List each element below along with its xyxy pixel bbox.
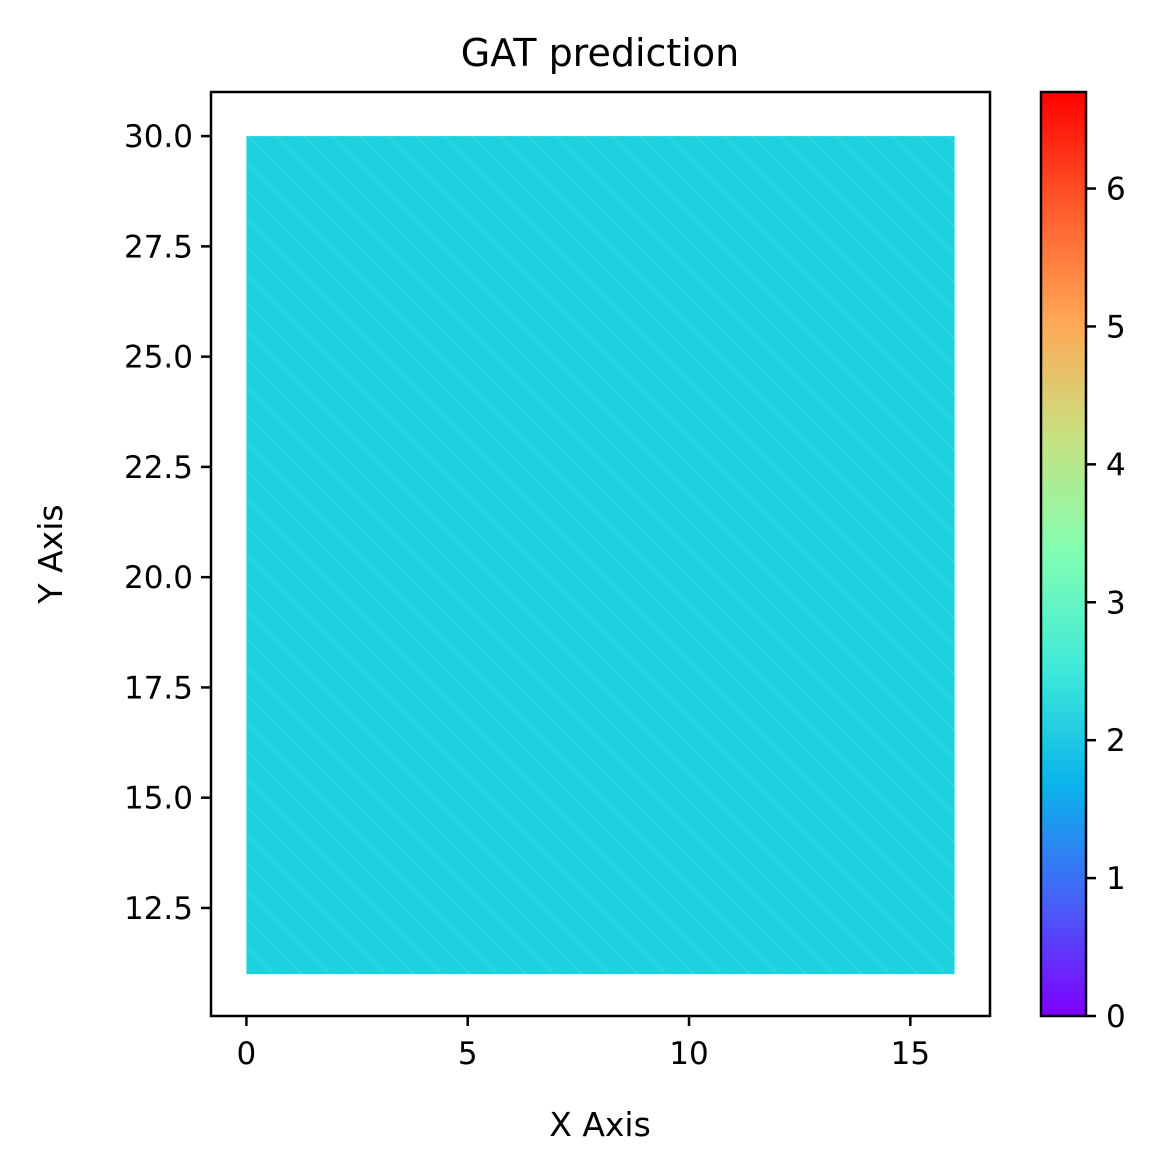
y-tick-label: 12.5 [124, 891, 193, 927]
y-tick-label: 22.5 [124, 450, 193, 486]
y-tick-label: 25.0 [124, 340, 193, 376]
colorbar-tick-label: 3 [1106, 585, 1126, 621]
x-axis-label: X Axis [549, 1105, 651, 1144]
colorbar-tick-label: 0 [1106, 999, 1126, 1035]
x-tick-label: 5 [458, 1036, 478, 1072]
y-tick-label: 17.5 [124, 670, 193, 706]
colorbar-tick-label: 4 [1106, 447, 1126, 483]
y-axis-label: Y Axis [31, 504, 70, 604]
y-tick-label: 27.5 [124, 229, 193, 265]
y-tick-label: 30.0 [124, 119, 193, 155]
colorbar-tick-label: 5 [1106, 309, 1126, 345]
colorbar [1039, 90, 1088, 1018]
colorbar-ticks: 0 1 2 3 4 5 6 [1086, 172, 1126, 1035]
heatmap-texture [246, 136, 955, 975]
x-axis-ticks: 0 5 10 15 [237, 1016, 930, 1072]
chart-title: GAT prediction [461, 31, 739, 75]
x-tick-label: 15 [891, 1036, 930, 1072]
colorbar-tick-label: 6 [1106, 172, 1126, 208]
x-tick-label: 0 [237, 1036, 257, 1072]
colorbar-tick-label: 2 [1106, 723, 1126, 759]
x-tick-label: 10 [669, 1036, 708, 1072]
y-tick-label: 20.0 [124, 560, 193, 596]
y-axis-ticks: 12.5 15.0 17.5 20.0 22.5 25.0 27.5 30.0 [124, 119, 211, 927]
plot-area-frame [209, 90, 992, 1018]
y-tick-label: 15.0 [124, 781, 193, 817]
colorbar-tick-label: 1 [1106, 861, 1126, 897]
